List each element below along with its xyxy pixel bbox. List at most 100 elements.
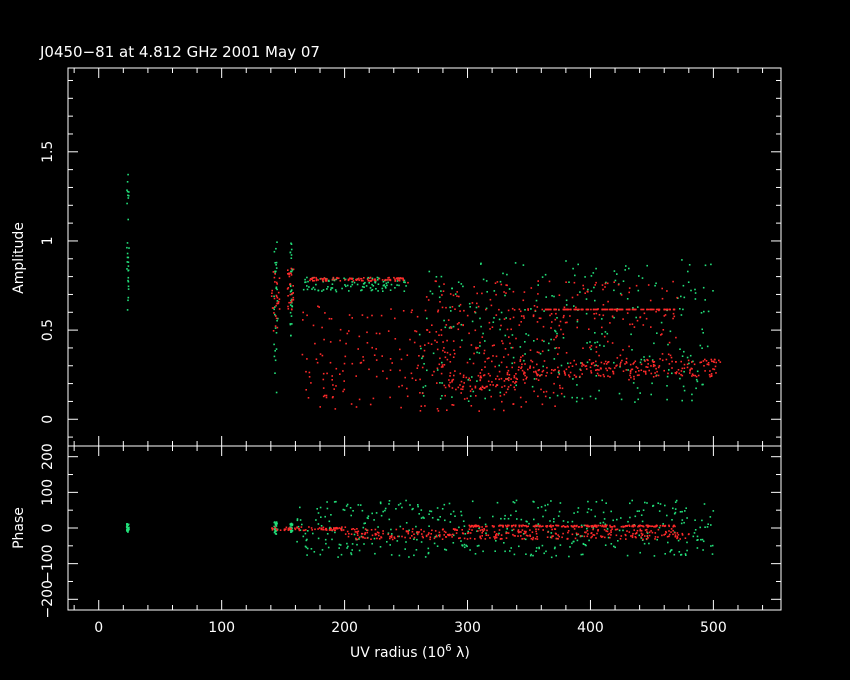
amplitude-point — [666, 290, 668, 292]
phase-point — [573, 540, 575, 543]
amplitude-point — [355, 279, 358, 281]
amplitude-point — [462, 324, 464, 326]
amplitude-point — [676, 371, 678, 373]
phase-point — [593, 534, 596, 536]
amplitude-point — [718, 359, 720, 362]
amplitude-point — [351, 277, 353, 280]
phase-point — [651, 525, 654, 527]
amplitude-point — [704, 370, 706, 372]
amplitude-point — [479, 341, 481, 344]
amplitude-point — [632, 382, 635, 384]
phase-point — [693, 532, 696, 534]
phase-point — [681, 519, 684, 521]
phase-point — [646, 532, 649, 534]
phase-point — [494, 536, 497, 538]
amplitude-point — [513, 361, 516, 364]
phase-point — [540, 506, 543, 508]
amplitude-point — [551, 321, 553, 323]
phase-point — [450, 534, 452, 536]
amplitude-point — [470, 405, 473, 407]
phase-point — [397, 504, 400, 506]
amplitude-point — [306, 285, 308, 287]
amplitude-point — [589, 366, 592, 369]
amplitude-point — [371, 278, 374, 281]
amplitude-point — [508, 336, 510, 338]
phase-point — [586, 527, 588, 530]
amplitude-point — [447, 319, 450, 321]
phase-point — [506, 526, 508, 528]
amplitude-point — [128, 191, 130, 193]
phase-point — [423, 517, 425, 519]
amplitude-point — [595, 267, 597, 270]
amplitude-point — [563, 395, 566, 398]
amplitude-point — [537, 280, 539, 282]
amplitude-point — [348, 330, 350, 332]
amplitude-point — [396, 284, 398, 286]
amplitude-point — [675, 372, 677, 375]
phase-point — [673, 524, 675, 527]
phase-point — [504, 524, 507, 527]
amplitude-point — [672, 317, 674, 320]
amplitude-point — [561, 387, 564, 390]
phase-point — [701, 538, 704, 541]
amplitude-point — [556, 317, 558, 319]
amplitude-point — [653, 342, 655, 345]
amplitude-point — [496, 384, 498, 386]
amplitude-point — [436, 367, 439, 370]
amplitude-point — [358, 398, 361, 401]
amplitude-point — [593, 317, 596, 320]
amplitude-point — [537, 284, 539, 286]
amplitude-point — [625, 369, 628, 371]
amplitude-point — [676, 296, 678, 299]
amplitude-point — [644, 360, 646, 362]
amplitude-point — [344, 279, 346, 281]
amplitude-point — [579, 291, 581, 293]
amplitude-point — [692, 374, 695, 377]
amplitude-point — [368, 277, 371, 280]
phase-point — [273, 528, 276, 530]
amplitude-point — [481, 336, 484, 338]
amplitude-point — [584, 276, 586, 278]
phase-point — [546, 526, 548, 528]
amplitude-point — [611, 316, 614, 318]
phase-point — [338, 543, 341, 546]
phase-point — [597, 530, 599, 532]
amplitude-point — [681, 367, 684, 370]
amplitude-point — [291, 302, 293, 304]
phase-point — [577, 533, 580, 535]
phase-point — [493, 531, 496, 533]
phase-point — [646, 526, 649, 528]
amplitude-point — [471, 388, 473, 390]
phase-point — [330, 529, 332, 531]
amplitude-point — [637, 306, 639, 308]
phase-point — [495, 533, 497, 536]
phase-point — [345, 505, 348, 507]
amplitude-point — [404, 281, 406, 284]
amplitude-point — [406, 395, 409, 398]
amplitude-point — [613, 316, 615, 319]
amplitude-point — [635, 316, 637, 319]
amplitude-point — [436, 408, 439, 410]
amplitude-point — [564, 374, 567, 376]
amplitude-point — [571, 365, 574, 367]
amplitude-point — [557, 366, 559, 369]
amplitude-point — [640, 363, 643, 366]
phase-point — [467, 530, 469, 533]
phase-point — [591, 535, 593, 538]
amplitude-point — [348, 314, 351, 316]
amplitude-point — [580, 362, 582, 364]
phase-point — [603, 518, 606, 520]
phase-point — [349, 507, 352, 509]
amplitude-point — [381, 355, 383, 357]
amplitude-point — [511, 366, 513, 369]
amplitude-point — [440, 372, 443, 375]
amplitude-point — [669, 354, 672, 357]
amplitude-point — [607, 375, 609, 377]
amplitude-point — [326, 372, 328, 375]
amplitude-point — [492, 355, 494, 357]
amplitude-point — [386, 377, 388, 380]
phase-point — [340, 527, 342, 530]
amplitude-point — [431, 292, 434, 295]
amplitude-point — [636, 387, 639, 389]
